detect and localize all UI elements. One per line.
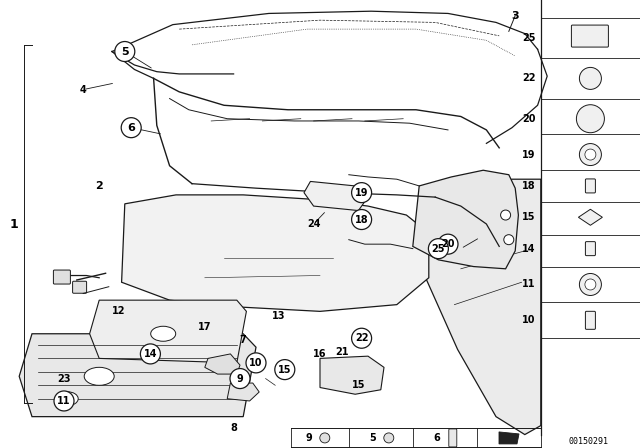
Polygon shape	[227, 383, 259, 401]
Text: 20: 20	[441, 239, 455, 249]
Circle shape	[579, 67, 602, 90]
Text: 21: 21	[335, 347, 349, 357]
FancyBboxPatch shape	[572, 25, 609, 47]
Text: 22: 22	[355, 333, 369, 343]
Circle shape	[351, 328, 372, 348]
Text: 14: 14	[143, 349, 157, 359]
Circle shape	[585, 279, 596, 290]
Text: 20: 20	[522, 114, 536, 124]
Circle shape	[579, 273, 602, 296]
Text: 8: 8	[230, 423, 237, 433]
Circle shape	[351, 210, 372, 229]
Circle shape	[384, 433, 394, 443]
Text: 12: 12	[111, 306, 125, 316]
Text: 5: 5	[369, 433, 376, 443]
Circle shape	[121, 118, 141, 138]
Circle shape	[115, 42, 135, 61]
Circle shape	[504, 235, 514, 245]
Ellipse shape	[150, 326, 176, 341]
Polygon shape	[19, 334, 256, 417]
Text: 1: 1	[10, 217, 19, 231]
FancyBboxPatch shape	[72, 281, 86, 293]
Text: 25: 25	[431, 244, 445, 254]
Polygon shape	[205, 354, 240, 374]
Circle shape	[438, 234, 458, 254]
Text: 13: 13	[271, 311, 285, 321]
Text: 18: 18	[522, 181, 536, 191]
Text: 3: 3	[511, 11, 519, 21]
Circle shape	[500, 210, 511, 220]
Polygon shape	[499, 432, 519, 444]
Text: 5: 5	[121, 47, 129, 56]
Polygon shape	[579, 209, 602, 225]
Text: 10: 10	[249, 358, 263, 368]
Polygon shape	[122, 195, 429, 311]
Text: 15: 15	[278, 365, 292, 375]
Polygon shape	[320, 356, 384, 394]
Text: 24: 24	[307, 219, 321, 229]
Text: 15: 15	[522, 212, 536, 222]
FancyBboxPatch shape	[449, 429, 457, 447]
Text: 15: 15	[351, 380, 365, 390]
Text: 11: 11	[522, 280, 536, 289]
Text: 2: 2	[95, 181, 103, 191]
Text: 11: 11	[57, 396, 71, 406]
Text: 7: 7	[240, 336, 246, 345]
FancyBboxPatch shape	[586, 311, 595, 329]
Text: 19: 19	[355, 188, 369, 198]
Text: 19: 19	[522, 150, 536, 159]
Circle shape	[428, 239, 449, 258]
Text: 18: 18	[355, 215, 369, 224]
Text: 4: 4	[80, 85, 86, 95]
Text: 9: 9	[305, 433, 312, 443]
Ellipse shape	[84, 367, 114, 385]
Text: 6: 6	[127, 123, 135, 133]
Circle shape	[579, 143, 602, 166]
Ellipse shape	[56, 392, 78, 406]
FancyBboxPatch shape	[586, 241, 595, 256]
Text: 22: 22	[522, 73, 536, 83]
Text: 23: 23	[57, 374, 71, 383]
Text: 14: 14	[522, 244, 536, 254]
Circle shape	[585, 149, 596, 160]
Text: 9: 9	[237, 374, 243, 383]
FancyBboxPatch shape	[586, 179, 595, 193]
Circle shape	[230, 369, 250, 388]
Circle shape	[320, 433, 330, 443]
Text: 25: 25	[522, 33, 536, 43]
Text: 16: 16	[313, 349, 327, 359]
Circle shape	[246, 353, 266, 373]
Circle shape	[140, 344, 161, 364]
Circle shape	[351, 183, 372, 202]
Polygon shape	[304, 181, 368, 211]
Text: 10: 10	[522, 315, 536, 325]
Text: 00150291: 00150291	[569, 437, 609, 446]
Polygon shape	[90, 300, 246, 363]
FancyBboxPatch shape	[53, 270, 70, 284]
Text: 6: 6	[433, 433, 440, 443]
Circle shape	[275, 360, 295, 379]
Text: 17: 17	[198, 322, 212, 332]
Polygon shape	[426, 179, 541, 435]
Circle shape	[54, 391, 74, 411]
Polygon shape	[413, 170, 518, 269]
Circle shape	[577, 105, 604, 133]
